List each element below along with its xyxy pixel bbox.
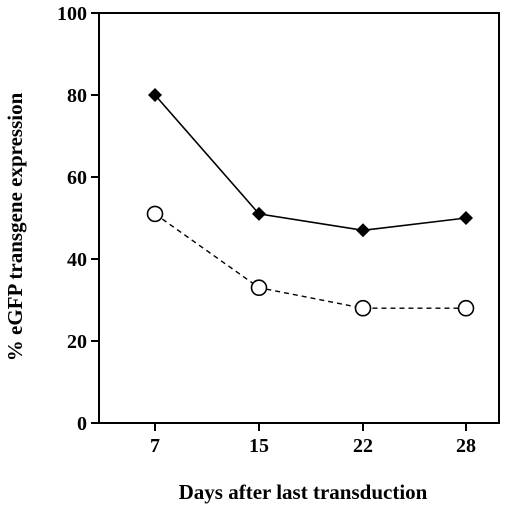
y-tick-label: 60 (67, 167, 87, 189)
data-point-circle (146, 205, 164, 223)
data-point-diamond (252, 206, 266, 221)
plot-frame (98, 12, 500, 424)
y-tick-label: 20 (67, 331, 87, 353)
x-tick-label: 7 (150, 435, 160, 457)
y-tick-label: 0 (77, 413, 87, 435)
x-axis-ticks: 7 15 22 28 (150, 423, 476, 457)
series-line (154, 94, 467, 232)
data-point-diamond (459, 211, 473, 225)
x-tick-label: 15 (249, 435, 269, 457)
data-point-circle (457, 299, 475, 317)
y-axis-ticks: 0 20 40 60 80 100 (57, 3, 99, 435)
x-tick-label: 22 (353, 435, 373, 457)
x-tick-label: 28 (456, 435, 476, 457)
data-point-diamond (356, 223, 370, 238)
y-tick-label: 40 (67, 249, 87, 271)
series-line (154, 213, 466, 309)
series-layer (146, 88, 475, 317)
x-axis-title: Days after last transduction (179, 480, 428, 504)
data-point-circle (354, 299, 372, 317)
y-tick-label: 100 (57, 3, 87, 25)
data-point-diamond (148, 88, 162, 102)
y-tick-label: 80 (67, 85, 87, 107)
data-point-circle (250, 279, 268, 297)
y-axis-title: % eGFP transgene expression (3, 92, 27, 361)
